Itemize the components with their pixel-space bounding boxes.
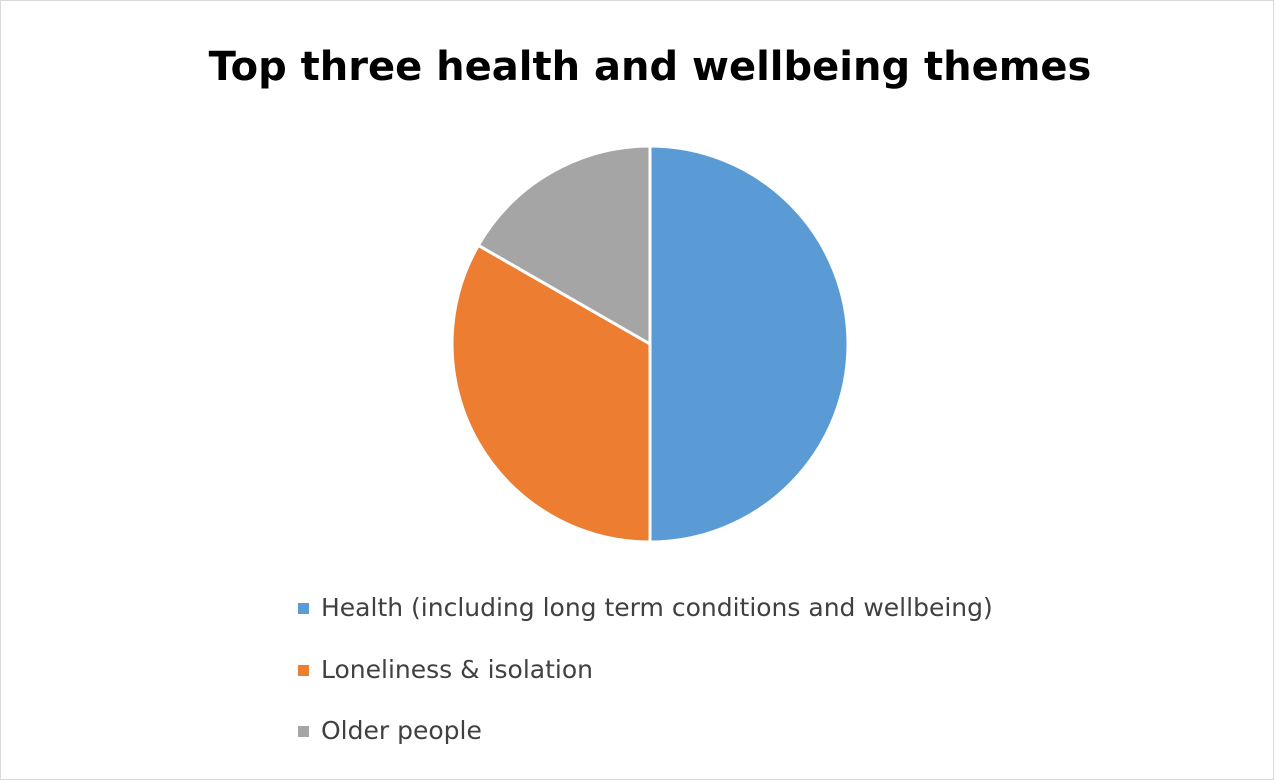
legend-swatch-health	[298, 603, 309, 614]
legend-label-older-people: Older people	[321, 716, 482, 745]
pie-slice-older-people	[476, 144, 652, 346]
pie-slice-loneliness	[450, 243, 652, 544]
legend: Health (including long term conditions a…	[298, 592, 993, 777]
legend-swatch-older-people	[298, 726, 309, 737]
chart-title: Top three health and wellbeing themes	[208, 44, 1092, 90]
legend-item-health: Health (including long term conditions a…	[298, 592, 993, 654]
pie-slices	[450, 144, 850, 544]
pie-slice-health	[648, 144, 850, 544]
legend-label-loneliness: Loneliness & isolation	[321, 654, 593, 684]
legend-item-older-people: Older people	[298, 715, 993, 777]
legend-swatch-loneliness	[298, 664, 309, 676]
legend-item-loneliness: Loneliness & isolation	[298, 654, 993, 716]
legend-label-health: Health (including long term conditions a…	[321, 593, 993, 622]
